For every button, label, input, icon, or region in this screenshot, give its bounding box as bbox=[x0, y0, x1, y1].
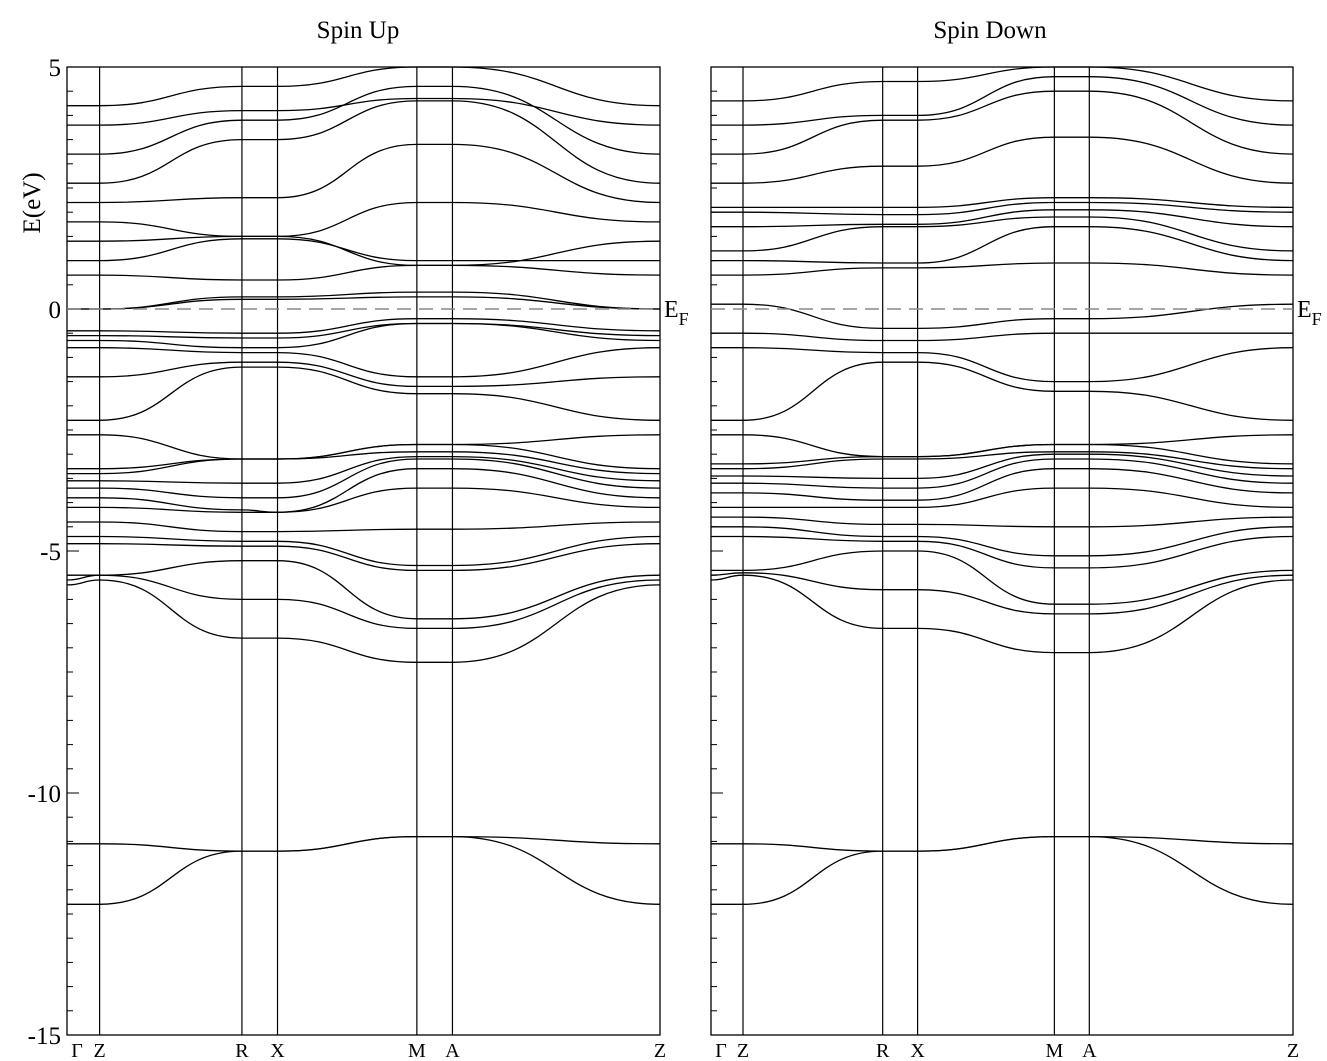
kpoint-label: M bbox=[1045, 1040, 1063, 1061]
y-tick-label: 0 bbox=[49, 297, 62, 324]
spin-down-title: Spin Down bbox=[933, 17, 1047, 44]
band-line-0 bbox=[711, 835, 1294, 905]
band-line-27 bbox=[67, 143, 661, 204]
band-line-28 bbox=[67, 100, 661, 184]
band-line-27 bbox=[711, 76, 1294, 126]
fermi-label-sub: F bbox=[1312, 309, 1322, 329]
band-line-6 bbox=[66, 535, 661, 567]
band-line-16 bbox=[710, 347, 1294, 383]
band-line-26 bbox=[67, 201, 661, 238]
band-line-25 bbox=[711, 136, 1294, 184]
fermi-label-main: E bbox=[1297, 297, 1312, 323]
band-line-17 bbox=[710, 332, 1293, 342]
band-line-23 bbox=[67, 264, 661, 281]
spin-down-panel: Spin Down Γ Z R X M A ZEF bbox=[710, 17, 1322, 1061]
band-line-22 bbox=[711, 209, 1294, 228]
y-tick-label: 5 bbox=[49, 55, 62, 82]
band-line-20 bbox=[710, 226, 1294, 264]
band-line-26 bbox=[711, 90, 1294, 155]
band-line-7 bbox=[67, 521, 661, 533]
band-line-3 bbox=[710, 572, 1294, 615]
band-line-29 bbox=[67, 85, 661, 155]
fermi-label-sub: F bbox=[679, 309, 689, 329]
band-line-24 bbox=[711, 197, 1294, 209]
band-line-15 bbox=[711, 361, 1294, 421]
band-line-8 bbox=[67, 487, 661, 513]
fermi-level-label: EF bbox=[664, 297, 689, 329]
band-line-31 bbox=[67, 66, 661, 107]
band-line-4 bbox=[711, 550, 1294, 605]
band-line-28 bbox=[711, 66, 1294, 102]
spin-up-title: Spin Up bbox=[317, 17, 400, 44]
kpoint-label: R bbox=[235, 1040, 249, 1061]
band-line-18 bbox=[711, 303, 1294, 330]
band-line-16 bbox=[66, 361, 661, 388]
band-line-25 bbox=[66, 235, 661, 267]
band-line-1 bbox=[711, 835, 1294, 852]
kpoint-label: Z bbox=[654, 1040, 666, 1061]
band-line-12 bbox=[66, 451, 661, 475]
band-line-12 bbox=[711, 451, 1294, 470]
band-line-8 bbox=[711, 487, 1294, 509]
y-tick-label: -10 bbox=[28, 781, 61, 808]
band-line-3 bbox=[66, 574, 661, 630]
band-line-10 bbox=[710, 458, 1294, 489]
band-line-6 bbox=[711, 526, 1294, 557]
band-line-22 bbox=[67, 291, 661, 310]
band-line-17 bbox=[66, 347, 661, 378]
band-line-1 bbox=[67, 835, 661, 852]
kpoint-label: X bbox=[910, 1040, 925, 1061]
band-line-5 bbox=[67, 543, 661, 572]
band-line-15 bbox=[67, 366, 661, 421]
kpoint-label: R bbox=[876, 1040, 890, 1061]
band-line-2 bbox=[66, 579, 661, 663]
fermi-label-main: E bbox=[664, 297, 679, 323]
band-line-19 bbox=[66, 322, 661, 339]
band-line-30 bbox=[67, 97, 661, 126]
band-line-14 bbox=[711, 434, 1294, 458]
kpoint-label: M bbox=[408, 1040, 426, 1061]
spin-up-panel: Spin Up E(eV) 50-5-10-15Γ Z R X M A ZEF bbox=[19, 17, 689, 1061]
band-line-11 bbox=[67, 455, 661, 484]
y-tick-label: -5 bbox=[40, 539, 61, 566]
band-line-19 bbox=[711, 262, 1294, 276]
fermi-level-label: EF bbox=[1297, 297, 1322, 329]
kpoint-label: A bbox=[445, 1040, 460, 1061]
kpoint-label: Z bbox=[737, 1040, 749, 1061]
kpoint-label: Γ bbox=[715, 1040, 727, 1061]
band-line-24 bbox=[66, 238, 660, 262]
band-line-20 bbox=[67, 318, 661, 334]
band-line-14 bbox=[67, 434, 661, 460]
band-line-9 bbox=[67, 468, 661, 513]
band-line-0 bbox=[67, 835, 661, 905]
y-axis-label: E(eV) bbox=[19, 172, 46, 233]
band-line-11 bbox=[710, 453, 1294, 480]
kpoint-label: Z bbox=[1287, 1040, 1299, 1061]
band-line-23 bbox=[711, 201, 1294, 216]
kpoint-label: A bbox=[1082, 1040, 1097, 1061]
band-line-21 bbox=[710, 216, 1294, 252]
band-line-9 bbox=[711, 468, 1294, 501]
kpoint-label: Γ bbox=[71, 1040, 83, 1061]
band-line-2 bbox=[710, 574, 1294, 654]
band-line-10 bbox=[67, 458, 661, 499]
kpoint-label: Z bbox=[94, 1040, 106, 1061]
band-line-4 bbox=[67, 560, 661, 620]
band-line-7 bbox=[711, 516, 1294, 528]
y-tick-label: -15 bbox=[28, 1023, 61, 1050]
band-line-5 bbox=[710, 535, 1294, 569]
kpoint-label: X bbox=[270, 1040, 285, 1061]
